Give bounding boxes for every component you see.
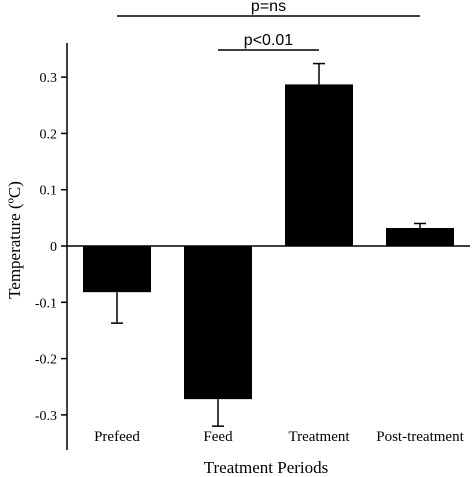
bar-post-treatment [386, 227, 454, 246]
category-label: Post-treatment [376, 429, 464, 445]
category-label: Feed [203, 429, 233, 445]
y-axis-title: Temperature (ºC) [5, 181, 24, 299]
category-label: Prefeed [94, 429, 140, 445]
bar-feed [184, 246, 252, 400]
category-label: Treatment [288, 429, 350, 445]
bar-prefeed [83, 246, 151, 293]
y-tick-label: 0 [50, 240, 57, 255]
y-tick-label: 0.2 [40, 127, 58, 142]
bars [83, 62, 454, 427]
bar-treatment [285, 84, 353, 246]
y-tick-label: -0.1 [35, 296, 57, 311]
y-tick-label: -0.3 [35, 409, 57, 424]
labels: Prefeed Feed Treatment Post-treatment p=ns p<… [94, 0, 464, 445]
y-tick-label: 0.1 [40, 184, 58, 199]
significance-label: p<0.01 [244, 32, 293, 49]
y-tick-label: -0.2 [35, 353, 57, 368]
significance-label: p=ns [251, 0, 286, 15]
y-tick-label: 0.3 [40, 71, 58, 86]
x-axis-title: Treatment Periods [204, 458, 329, 477]
